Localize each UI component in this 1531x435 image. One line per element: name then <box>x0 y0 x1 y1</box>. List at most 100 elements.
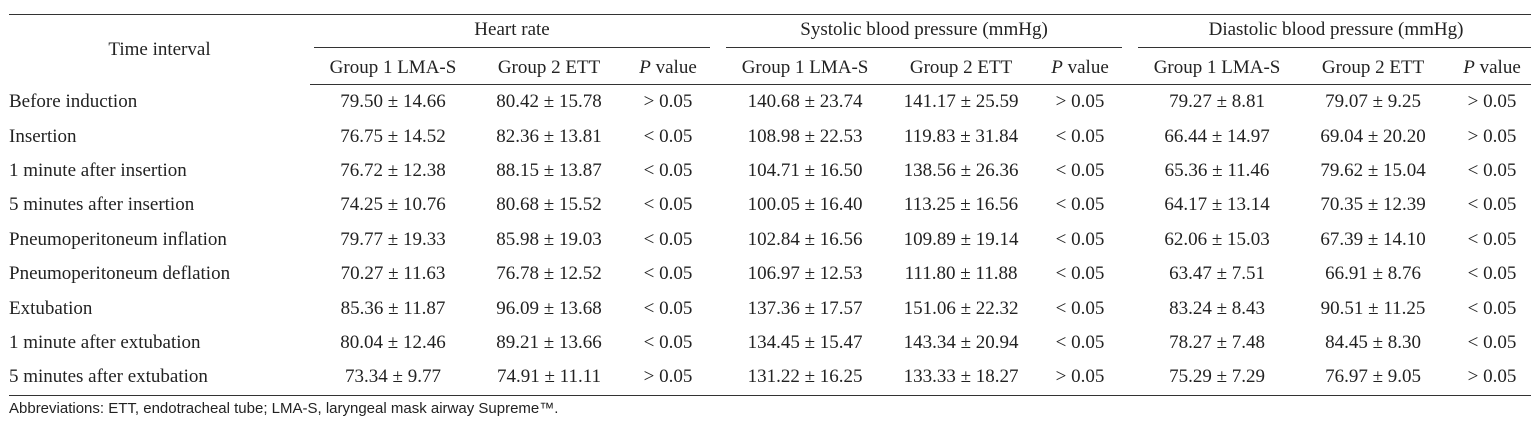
sbp-group2-cell: 111.80 ± 11.88 <box>904 263 1018 285</box>
dbp-group2-cell: 79.07 ± 9.25 <box>1325 91 1421 113</box>
row-label: Extubation <box>9 297 93 319</box>
sbp-p-cell: < 0.05 <box>1055 194 1105 216</box>
dbp-group2-cell: 90.51 ± 11.25 <box>1320 297 1426 319</box>
sbp-group1-cell: 106.97 ± 12.53 <box>747 263 863 285</box>
row-label: Before induction <box>9 90 138 112</box>
dbp-p-cell: < 0.05 <box>1467 194 1517 216</box>
sbp-group1-cell: 137.36 ± 17.57 <box>747 297 863 319</box>
table-row: 5 minutes after extubation 73.34 ± 9.77 … <box>9 360 1531 396</box>
hr-group2-cell: 74.91 ± 11.11 <box>476 360 622 396</box>
systolic-group-header: Systolic blood pressure (mmHg) <box>722 14 1127 51</box>
subheader-row: Group 1 LMA-S Group 2 ETT P value Group … <box>9 51 1531 85</box>
dbp-group2-cell: 67.39 ± 14.10 <box>1320 228 1426 250</box>
dbp-group2-cell: 69.04 ± 20.20 <box>1320 125 1426 147</box>
time-interval-header: Time interval <box>9 14 310 85</box>
dbp-p-value-header: P value <box>1446 51 1531 85</box>
sbp-p-cell: < 0.05 <box>1055 125 1105 147</box>
sbp-group1-cell: 140.68 ± 23.74 <box>747 91 863 113</box>
row-label: 1 minute after extubation <box>9 331 201 353</box>
dbp-p-cell: < 0.05 <box>1467 228 1517 250</box>
row-label: 5 minutes after insertion <box>9 194 195 216</box>
table-row: 5 minutes after insertion 74.25 ± 10.76 … <box>9 188 1531 222</box>
dbp-group1-cell: 83.24 ± 8.43 <box>1169 297 1265 319</box>
dbp-group2-cell: 76.97 ± 9.05 <box>1300 360 1447 396</box>
abbreviations-footnote: Abbreviations: ETT, endotracheal tube; L… <box>9 400 559 417</box>
dbp-p-cell: < 0.05 <box>1467 331 1517 353</box>
dbp-group1-cell: 75.29 ± 7.29 <box>1134 360 1301 396</box>
dbp-group1-cell: 64.17 ± 13.14 <box>1164 194 1270 216</box>
dbp-p-cell: > 0.05 <box>1446 360 1531 396</box>
sbp-group1-cell: 104.71 ± 16.50 <box>747 159 863 181</box>
dbp-group1-header: Group 1 LMA-S <box>1134 51 1301 85</box>
hr-p-cell: < 0.05 <box>643 331 693 353</box>
sbp-p-cell: < 0.05 <box>1055 159 1105 181</box>
sbp-group2-cell: 119.83 ± 31.84 <box>903 125 1019 147</box>
hr-group1-cell: 70.27 ± 11.63 <box>340 263 446 285</box>
dbp-group1-cell: 78.27 ± 7.48 <box>1169 331 1265 353</box>
hr-group1-cell: 76.75 ± 14.52 <box>340 125 446 147</box>
diastolic-group-header: Diastolic blood pressure (mmHg) <box>1134 14 1531 51</box>
dbp-group2-cell: 84.45 ± 8.30 <box>1325 331 1421 353</box>
hr-group2-cell: 88.15 ± 13.87 <box>496 159 602 181</box>
sbp-group1-cell: 108.98 ± 22.53 <box>747 125 863 147</box>
table-row: Pneumoperitoneum deflation 70.27 ± 11.63… <box>9 257 1531 291</box>
hr-p-cell: > 0.05 <box>622 360 715 396</box>
hr-group2-cell: 85.98 ± 19.03 <box>496 228 602 250</box>
dbp-group1-cell: 62.06 ± 15.03 <box>1164 228 1270 250</box>
hr-group1-cell: 80.04 ± 12.46 <box>340 331 446 353</box>
hr-group1-cell: 76.72 ± 12.38 <box>340 159 446 181</box>
dbp-p-cell: < 0.05 <box>1467 263 1517 285</box>
hr-p-cell: < 0.05 <box>643 263 693 285</box>
dbp-group2-header: Group 2 ETT <box>1300 51 1447 85</box>
dbp-group1-cell: 66.44 ± 14.97 <box>1164 125 1270 147</box>
dbp-group1-cell: 65.36 ± 11.46 <box>1164 159 1270 181</box>
table-row: Before induction 79.50 ± 14.66 80.42 ± 1… <box>9 85 1531 120</box>
hr-p-value-header: P value <box>622 51 715 85</box>
sbp-p-cell: < 0.05 <box>1055 263 1105 285</box>
sbp-group1-cell: 134.45 ± 15.47 <box>747 331 863 353</box>
hr-group2-cell: 89.21 ± 13.66 <box>496 331 602 353</box>
sbp-group2-header: Group 2 ETT <box>888 51 1035 85</box>
table-row: 1 minute after insertion 76.72 ± 12.38 8… <box>9 154 1531 188</box>
data-table-container: Time interval Heart rate Systolic blood … <box>9 14 1531 396</box>
sbp-group1-cell: 100.05 ± 16.40 <box>747 194 863 216</box>
sbp-group2-cell: 113.25 ± 16.56 <box>903 194 1019 216</box>
sbp-group2-cell: 109.89 ± 19.14 <box>903 228 1019 250</box>
sbp-group1-cell: 131.22 ± 16.25 <box>722 360 889 396</box>
hr-group1-cell: 74.25 ± 10.76 <box>340 194 446 216</box>
sbp-group2-cell: 141.17 ± 25.59 <box>903 91 1019 113</box>
dbp-group1-cell: 79.27 ± 8.81 <box>1169 91 1265 113</box>
dbp-group2-cell: 79.62 ± 15.04 <box>1320 159 1426 181</box>
table-row: Insertion 76.75 ± 14.52 82.36 ± 13.81 < … <box>9 119 1531 153</box>
hr-group1-cell: 79.77 ± 19.33 <box>340 228 446 250</box>
hr-p-cell: < 0.05 <box>643 159 693 181</box>
sbp-p-cell: < 0.05 <box>1055 331 1105 353</box>
heart-rate-group-header: Heart rate <box>310 14 715 51</box>
hr-group2-cell: 76.78 ± 12.52 <box>496 263 602 285</box>
hr-group1-cell: 85.36 ± 11.87 <box>340 297 446 319</box>
hr-group2-header: Group 2 ETT <box>476 51 622 85</box>
hr-p-cell: < 0.05 <box>643 228 693 250</box>
hr-group2-cell: 80.68 ± 15.52 <box>496 194 602 216</box>
dbp-group2-cell: 66.91 ± 8.76 <box>1325 263 1421 285</box>
row-label: 1 minute after insertion <box>9 159 187 181</box>
hr-group1-cell: 73.34 ± 9.77 <box>310 360 476 396</box>
row-label: Pneumoperitoneum inflation <box>9 228 227 250</box>
sbp-p-cell: > 0.05 <box>1055 91 1105 113</box>
sbp-p-cell: > 0.05 <box>1034 360 1127 396</box>
hr-p-cell: < 0.05 <box>643 194 693 216</box>
hr-group1-cell: 79.50 ± 14.66 <box>340 91 446 113</box>
sbp-group2-cell: 151.06 ± 22.32 <box>903 297 1019 319</box>
row-label: Pneumoperitoneum deflation <box>9 263 231 285</box>
row-label: 5 minutes after extubation <box>9 360 310 396</box>
table-row: Extubation 85.36 ± 11.87 96.09 ± 13.68 <… <box>9 291 1531 325</box>
dbp-p-cell: < 0.05 <box>1467 159 1517 181</box>
sbp-group1-cell: 102.84 ± 16.56 <box>747 228 863 250</box>
dbp-p-cell: < 0.05 <box>1467 297 1517 319</box>
dbp-group2-cell: 70.35 ± 12.39 <box>1320 194 1426 216</box>
sbp-group2-cell: 133.33 ± 18.27 <box>888 360 1035 396</box>
sbp-p-cell: < 0.05 <box>1055 297 1105 319</box>
table-row: Pneumoperitoneum inflation 79.77 ± 19.33… <box>9 223 1531 257</box>
hr-group2-cell: 82.36 ± 13.81 <box>496 125 602 147</box>
dbp-p-cell: > 0.05 <box>1467 125 1517 147</box>
